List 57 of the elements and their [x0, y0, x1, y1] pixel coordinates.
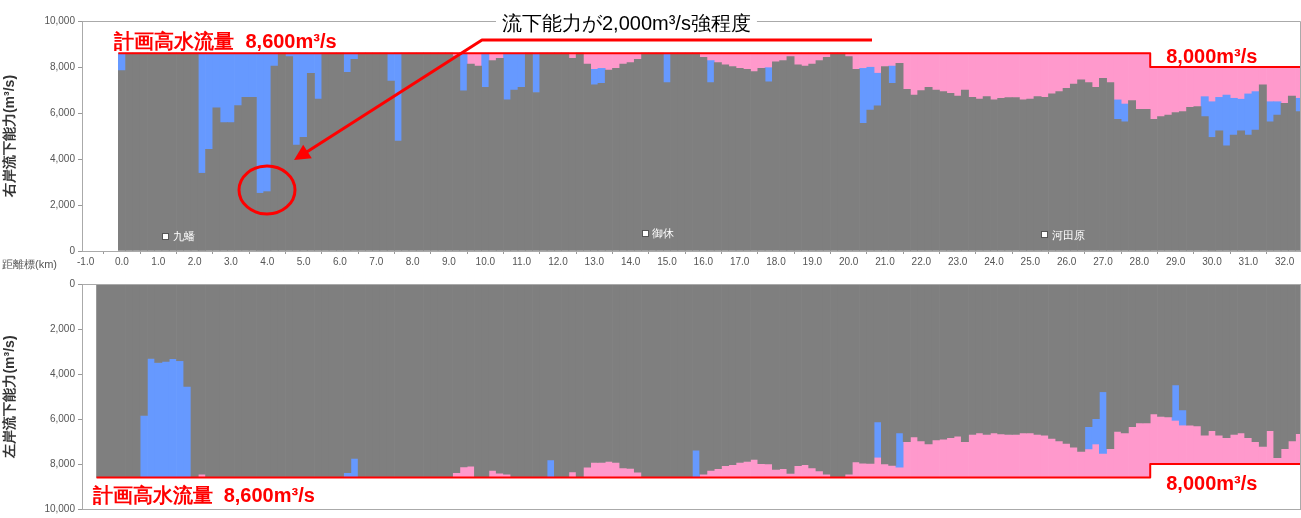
y-tick-label: 8,000 — [49, 60, 76, 72]
x-tick-label: 27.0 — [1093, 255, 1114, 267]
x-axis-title: 距離標(km) — [2, 258, 57, 270]
x-tick-label: 18.0 — [766, 255, 787, 267]
x-tick-label: 20.0 — [838, 255, 859, 267]
x-tick-label: 21.0 — [875, 255, 896, 267]
annotation: 8,000m³/s — [1166, 45, 1258, 67]
annotation: 御休 — [652, 227, 675, 240]
x-tick-label: 5.0 — [296, 255, 312, 267]
annotation: 河田原 — [1051, 228, 1085, 241]
x-tick-label: 9.0 — [442, 255, 457, 267]
x-tick-label: 15.0 — [657, 255, 678, 267]
x-tick-label: 10.0 — [475, 255, 496, 267]
x-tick-label: 6.0 — [333, 255, 348, 267]
x-tick-label: 12.0 — [548, 255, 569, 267]
annotation: 計画高水流量 8,600m³/s — [113, 30, 337, 53]
y-axis-title: 左岸流下能力(m³/s) — [1, 335, 18, 459]
x-tick-label: 1.0 — [151, 255, 166, 267]
y-tick-label: 10,000 — [44, 502, 76, 514]
x-tick-label: 4.0 — [260, 255, 275, 267]
x-tick-label: 30.0 — [1202, 255, 1223, 267]
x-tick-label: 13.0 — [584, 255, 605, 267]
y-tick-label: 4,000 — [49, 152, 76, 164]
x-tick-label: 19.0 — [802, 255, 823, 267]
y-tick-label: 0 — [69, 244, 76, 256]
x-tick-label: 22.0 — [911, 255, 932, 267]
y-tick-label: 10,000 — [44, 14, 76, 26]
annotation: 九蟠 — [172, 230, 195, 243]
x-tick-label: 23.0 — [947, 255, 968, 267]
x-tick-label: 29.0 — [1165, 255, 1186, 267]
annotation: 計画高水流量 8,600m³/s — [91, 483, 315, 506]
x-tick-label: 0.0 — [115, 255, 130, 267]
x-tick-label: 24.0 — [984, 255, 1005, 267]
x-tick-label: 25.0 — [1020, 255, 1041, 267]
x-tick-label: 26.0 — [1056, 255, 1077, 267]
x-tick-label: 14.0 — [620, 255, 641, 267]
x-tick-label: 8.0 — [405, 255, 421, 267]
y-tick-label: 4,000 — [49, 367, 76, 379]
x-tick-label: 11.0 — [512, 255, 532, 267]
annotation: 流下能力が2,000m³/s強程度 — [502, 12, 751, 34]
y-tick-label: 0 — [69, 277, 76, 289]
x-tick-label: 7.0 — [369, 255, 384, 267]
x-tick-label: 3.0 — [224, 255, 239, 267]
annotation: 8,000m³/s — [1166, 472, 1258, 494]
x-tick-label: 2.0 — [187, 255, 203, 267]
x-tick-label: 16.0 — [693, 255, 714, 267]
x-tick-label: 17.0 — [729, 255, 750, 267]
x-tick-label: 31.0 — [1238, 255, 1259, 267]
y-tick-label: 8,000 — [49, 457, 76, 469]
x-tick-label: 28.0 — [1129, 255, 1150, 267]
y-tick-label: 6,000 — [49, 412, 76, 424]
x-tick-label: 32.0 — [1274, 255, 1295, 267]
y-axis-title: 右岸流下能力(m³/s) — [1, 74, 18, 199]
x-tick-label: -1.0 — [77, 255, 95, 267]
y-tick-label: 2,000 — [49, 322, 76, 334]
y-tick-label: 6,000 — [49, 106, 76, 118]
y-tick-label: 2,000 — [49, 198, 76, 210]
